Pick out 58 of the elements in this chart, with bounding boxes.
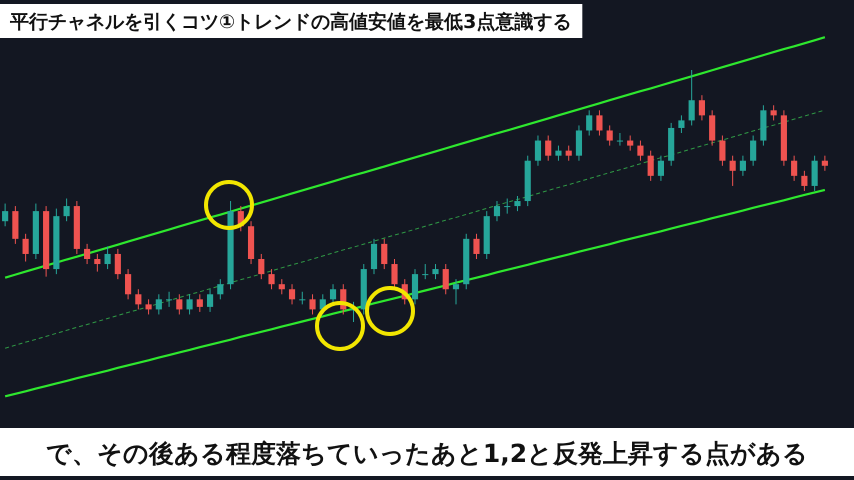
- candlestick: [146, 298, 152, 315]
- candlestick: [135, 288, 142, 310]
- chart-title: 平行チャネルを引くコツ①トレンドの高値安値を最低3点意識する: [9, 11, 572, 33]
- candlestick: [545, 135, 552, 162]
- candlestick: [730, 155, 736, 186]
- candlestick: [2, 203, 8, 227]
- candlestick: [688, 70, 695, 126]
- candlestick: [637, 140, 644, 162]
- candlestick: [586, 110, 592, 136]
- candlestick: [166, 291, 172, 308]
- candlestick: [288, 284, 296, 305]
- candlestick: [791, 155, 798, 182]
- candlestick: [104, 246, 111, 270]
- candlestick: [125, 268, 132, 300]
- candlestick: [114, 248, 121, 280]
- candlestick: [719, 135, 726, 166]
- candlestick: [309, 294, 316, 315]
- candlestick: [658, 155, 664, 182]
- candlestick: [330, 284, 336, 305]
- candlestick: [504, 198, 510, 214]
- candlestick: [206, 288, 214, 312]
- candlestick: [616, 132, 624, 146]
- candlestick: [64, 198, 70, 222]
- candlestick: [176, 294, 182, 315]
- candlestick: [494, 200, 500, 222]
- candlestick: [514, 196, 521, 212]
- candlestick: [627, 135, 634, 152]
- candlestick: [196, 294, 203, 312]
- candlestick: [555, 145, 562, 162]
- candlestick: [432, 264, 439, 280]
- candlestick: [268, 268, 275, 290]
- candlestick: [534, 135, 542, 166]
- candlestick: [278, 278, 285, 295]
- candlestick: [452, 278, 460, 305]
- text: で、その後ある程度落ちていったあと1,2と反発上昇する点がある: [46, 439, 808, 468]
- candlestick: [801, 170, 808, 192]
- candlestick: [822, 155, 828, 172]
- candlestick: [94, 253, 100, 272]
- candlestick: [740, 155, 746, 176]
- candlestick: [258, 253, 264, 280]
- candlestick: [473, 233, 480, 260]
- candlestick: [422, 264, 428, 280]
- candlestick: [596, 110, 603, 136]
- candlestick: [22, 233, 29, 262]
- candlestick: [299, 291, 306, 305]
- candlestick: [566, 145, 572, 162]
- candlestick: [217, 278, 224, 300]
- candlestick: [678, 114, 684, 134]
- candlestick: [648, 150, 654, 182]
- candlestick: [186, 294, 193, 315]
- candlestick: [698, 94, 705, 121]
- candlestick: [84, 243, 90, 265]
- candlestick: [750, 135, 756, 166]
- candlestick: [606, 124, 613, 146]
- candlestick: [442, 264, 449, 295]
- candlestick: [770, 104, 777, 121]
- candlestick: [156, 294, 162, 315]
- candlestick: [381, 238, 388, 270]
